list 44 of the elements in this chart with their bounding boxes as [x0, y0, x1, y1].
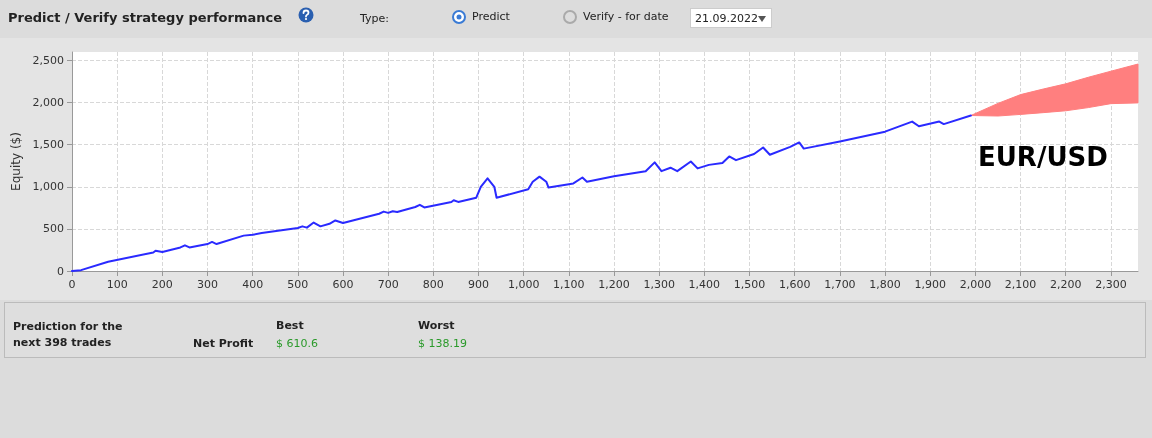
x-tick-label: 1,400 — [688, 278, 721, 291]
y-tick-label: 0 — [57, 264, 64, 278]
x-tick-label: 900 — [468, 278, 490, 291]
chart-title: Predict / Verify strategy performance — [8, 10, 283, 25]
text: Predict — [471, 10, 510, 24]
x-tick-label: 1,900 — [914, 278, 946, 291]
line-series — [71, 114, 972, 272]
x-tick-label: 100 — [106, 278, 128, 291]
x-tick-label: 500 — [287, 278, 309, 291]
date-dropdown: 21.09.2022 — [690, 8, 772, 28]
y-tick-label: 2,500 — [32, 53, 64, 67]
x-tick-label: 1,000 — [507, 278, 540, 291]
y-axis-title: Equity ($) — [8, 132, 23, 191]
text: Net Profit — [193, 337, 254, 350]
text: Type: — [360, 12, 389, 25]
text: Best — [276, 319, 304, 332]
x-tick-label: 800 — [422, 278, 444, 291]
x-tick-label: 2,000 — [959, 278, 992, 291]
annotation: EUR/USD — [978, 142, 1108, 172]
x-tick-label: 400 — [242, 278, 264, 291]
x-tick-label: 1,800 — [869, 278, 901, 291]
x-tick-label: 1,600 — [778, 278, 811, 291]
y-tick-label: 1,500 — [32, 138, 64, 152]
x-tick-label: 2,200 — [1049, 278, 1082, 291]
x-tick-label: 1,300 — [643, 278, 675, 291]
y-tick-label: 1,000 — [32, 180, 64, 194]
x-tick-label: 700 — [377, 278, 399, 291]
text: $ 138.19 — [418, 337, 467, 350]
x-tick-label: 300 — [197, 278, 219, 291]
text: Verify - for date — [582, 10, 669, 24]
text: $ 610.6 — [276, 337, 318, 350]
x-tick-label: 1,700 — [824, 278, 856, 291]
y-tick-label: 2,000 — [32, 96, 64, 110]
x-tick-label: 2,300 — [1095, 278, 1127, 291]
text: Prediction for the next 398 trades — [13, 319, 124, 351]
x-tick-label: 2,100 — [1004, 278, 1037, 291]
x-tick-label: 1,100 — [553, 278, 585, 291]
x-tick-label: 0 — [68, 278, 76, 291]
x-tick-label: 1,200 — [598, 278, 630, 291]
x-tick-label: 600 — [332, 278, 354, 291]
x-tick-label: 1,500 — [733, 278, 766, 291]
x-tick-label: 200 — [151, 278, 173, 291]
text: Worst — [418, 319, 455, 332]
y-tick-label: 500 — [43, 222, 64, 236]
